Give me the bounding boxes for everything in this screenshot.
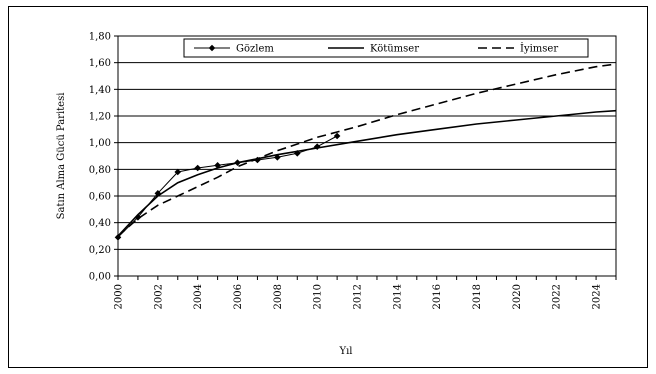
x-tick-label: 2004 xyxy=(193,284,204,309)
legend-box xyxy=(183,38,589,58)
x-tick-label: 2012 xyxy=(353,284,364,309)
y-tick-label: 1,00 xyxy=(89,138,111,149)
x-tick-label: 2018 xyxy=(472,284,483,309)
y-tick-label: 0,00 xyxy=(89,272,111,283)
legend: Gözlem Kötümser İyimser xyxy=(183,38,589,58)
series-line-0 xyxy=(117,135,338,238)
x-tick-label: 2024 xyxy=(592,284,603,309)
y-tick-label: 1,80 xyxy=(89,32,111,43)
legend-marker xyxy=(208,44,216,52)
data-point-marker xyxy=(214,162,221,169)
y-tick-label: 0,20 xyxy=(89,245,111,256)
x-tick-label: 2008 xyxy=(273,284,284,309)
y-tick-label: 0,80 xyxy=(89,165,111,176)
x-axis-title: Yıl xyxy=(339,346,353,357)
x-tick-label: 2014 xyxy=(392,284,403,309)
y-tick-label: 0,60 xyxy=(89,192,111,203)
legend-label-2: İyimser xyxy=(520,43,558,55)
legend-label-0: Gözlem xyxy=(236,44,274,55)
series-layer xyxy=(114,63,617,241)
series-line-1 xyxy=(117,109,617,237)
chart-figure: 0,00 0,20 0,40 0,60 0,80 1,00 1,20 1,40 1,60 1,80… xyxy=(8,6,648,368)
line-chart: 0,00 0,20 0,40 0,60 0,80 1,00 1,20 1,40 1,60 1,80… xyxy=(8,6,648,368)
x-tick-label: 2010 xyxy=(313,284,324,309)
x-tick-label: 2006 xyxy=(233,284,244,309)
data-point-marker xyxy=(114,234,122,241)
x-tick-label: 2000 xyxy=(114,284,125,309)
data-point-marker xyxy=(134,214,142,221)
axes: 0,00 0,20 0,40 0,60 0,80 1,00 1,20 1,40 1,60 1,80… xyxy=(89,32,617,309)
x-tick-label: 2016 xyxy=(432,284,443,309)
chart-border xyxy=(8,6,648,368)
x-tick-label: 2020 xyxy=(512,284,523,309)
y-tick-label: 1,60 xyxy=(89,58,111,69)
y-tick-label: 0,40 xyxy=(89,218,111,229)
y-axis-title: Satın Alma Gücü Paritesi xyxy=(56,93,67,220)
data-point-marker xyxy=(174,168,182,176)
x-tick-label: 2002 xyxy=(153,284,164,309)
data-point-marker xyxy=(194,164,201,172)
data-point-marker xyxy=(333,132,341,140)
y-tick-label: 1,40 xyxy=(89,85,111,96)
x-tick-label: 2022 xyxy=(552,284,563,309)
plot-area-border xyxy=(117,35,617,277)
legend-label-1: Kötümser xyxy=(370,44,419,55)
y-tick-label: 1,20 xyxy=(89,112,111,123)
